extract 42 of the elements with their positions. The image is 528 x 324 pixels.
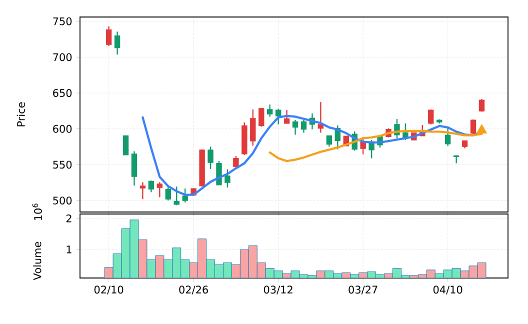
x-tick-label: 04/10 <box>433 286 462 294</box>
candlestick <box>224 168 230 188</box>
candlestick <box>140 182 146 200</box>
candlestick <box>156 182 163 198</box>
candlestick <box>208 146 214 170</box>
y-tick-label: 700 <box>53 53 72 62</box>
text: 10$^{6}$ <box>32 204 42 220</box>
y-tick-label: 600 <box>53 124 72 133</box>
x-tick-label: 02/26 <box>179 286 208 294</box>
y-tick-label: 2 <box>66 214 72 222</box>
candlestick <box>114 31 120 56</box>
x-tick-label: 03/12 <box>264 286 292 294</box>
candlestick <box>165 186 171 202</box>
candlestick <box>106 26 112 46</box>
candlestick <box>284 109 290 124</box>
candlestick <box>250 108 256 146</box>
y-tick-label: 550 <box>53 160 72 169</box>
candlestick <box>453 154 460 164</box>
candlestick <box>360 138 366 155</box>
y-tick-label: 500 <box>53 196 72 204</box>
candlestick <box>292 119 298 136</box>
candlestick <box>428 108 434 125</box>
x-tick-label: 03/27 <box>348 286 378 294</box>
candlestick <box>267 104 273 118</box>
x-tick-label: 02/10 <box>94 286 124 294</box>
candlestick <box>182 188 188 204</box>
candlestick <box>275 108 282 125</box>
candlestick <box>444 128 451 147</box>
y-tick-label: 750 <box>53 17 72 26</box>
candlestick <box>300 119 307 134</box>
candlestick <box>174 186 180 206</box>
candlestick <box>131 150 138 186</box>
y-tick-label: 1 <box>66 246 72 254</box>
y-tick-label: 650 <box>53 89 72 97</box>
candlestick <box>470 118 476 135</box>
candlestick <box>258 107 264 128</box>
y-axis-title: Price <box>16 102 25 126</box>
y-axis-title: Volume <box>33 242 42 280</box>
candlestick <box>478 98 485 112</box>
candlestick <box>326 135 332 148</box>
candlestick <box>148 180 154 193</box>
candlestick <box>122 135 129 156</box>
